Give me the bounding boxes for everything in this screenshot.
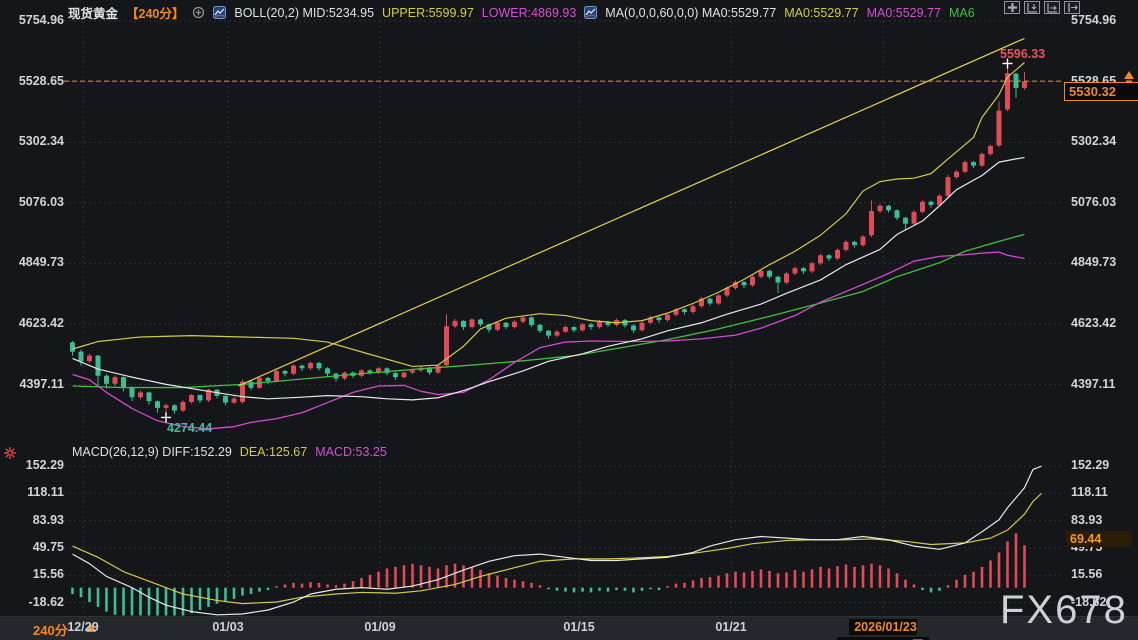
price-axis-label: 5754.96 [1071,13,1117,27]
indicator-icon[interactable] [213,6,227,19]
macd-dea-label: DEA:125.67 [239,445,308,459]
shift-right-icon[interactable] [1064,1,1080,14]
watermark: FX678 [1000,588,1128,632]
price-axis-label: 4623.42 [1071,315,1117,330]
chart-toolbar [1004,1,1080,14]
boll-lower-label: LOWER:4869.93 [481,5,577,20]
macd-axis-label: 83.93 [1071,512,1103,527]
ma-white-label: MA(0,0,0,60,0,0) MA0:5529.77 [605,5,777,20]
macd-diff-label: MACD(26,12,9) DIFF:152.29 [72,445,232,459]
macd-axis-label: -18.62 [28,594,64,609]
date-tick-label: 12/29 [67,620,99,634]
price-up-arrow-icon [1124,71,1134,83]
indicator-icon[interactable] [584,6,598,19]
boll-upper-label: UPPER:5599.97 [382,5,474,20]
macd-axis-label: -18.62 [1071,594,1107,609]
macd-axis-label: 15.56 [1071,567,1103,582]
date-tick-label: 01/03 [212,620,244,634]
macd-axis-label: 118.11 [1071,485,1108,500]
macd-axis-label: 152.29 [1071,458,1110,472]
price-axis-label: 5302.34 [1071,134,1117,149]
chart-header: 现货黄金 【240分】 BOLL(20,2) MID:5234.95 UPPER… [68,3,975,22]
price-axis-label: 5528.65 [18,73,64,88]
period-label[interactable]: 【240分】 [126,7,185,21]
macd-axis-label: 152.29 [25,458,64,472]
timeframe-label[interactable]: 240分 [33,623,68,638]
macd-axis-label: 118.11 [27,485,64,500]
price-axis-label: 5302.34 [18,134,64,149]
date-tick-label: 01/09 [364,620,396,634]
macd-pane-icon[interactable] [3,446,17,460]
price-axis-label: 4397.11 [1071,376,1116,391]
scale-x-axis-icon[interactable] [1044,1,1060,14]
last-price-badge: 5530.32 [1064,82,1138,101]
time-axis-bar: 240分 12/29 01/03 01/09 01/15 01/21 2026/01/23… [0,616,1138,640]
ma-magenta-label: MA0:5529.77 [866,5,941,20]
settings-icon[interactable] [192,6,205,19]
ma-yellow-label: MA0:5529.77 [784,5,859,20]
macd-axis-label: 15.56 [32,567,64,582]
price-axis-label: 5754.96 [18,13,64,27]
boll-mid-label: BOLL(20,2) MID:5234.95 [234,5,375,20]
macd-value-badge: 69.44 [1066,531,1132,547]
macd-header: MACD(26,12,9) DIFF:152.29 DEA:125.67 MAC… [72,445,387,459]
scale-y-axis-icon[interactable] [1024,1,1040,14]
price-axis-label: 4397.11 [19,376,65,391]
price-axis-label: 4849.73 [1071,255,1117,270]
high-annotation: 5596.33 [1000,47,1046,61]
pan-tool-icon[interactable] [1004,1,1020,14]
price-axis-label: 5076.03 [1071,194,1117,209]
macd-axis-label: 83.93 [32,512,64,527]
timeframe-up-triangle-icon[interactable] [86,624,96,632]
date-tick-label: 01/15 [563,620,595,634]
symbol-name: 现货黄金 [68,7,119,21]
price-axis-label: 5076.03 [18,194,64,209]
macd-axis-label: 49.75 [32,539,64,554]
macd-bar-label: MACD:53.25 [315,445,387,459]
date-tick-label: 2026/01/23 15:00~19:00 五 [813,619,953,640]
low-annotation: 4274.44 [167,421,213,435]
date-tick-label: 01/21 [715,620,747,634]
price-axis-label: 4849.73 [18,255,64,270]
price-axis-label: 4623.42 [18,315,64,330]
ma-green-label: MA6 [948,5,975,20]
